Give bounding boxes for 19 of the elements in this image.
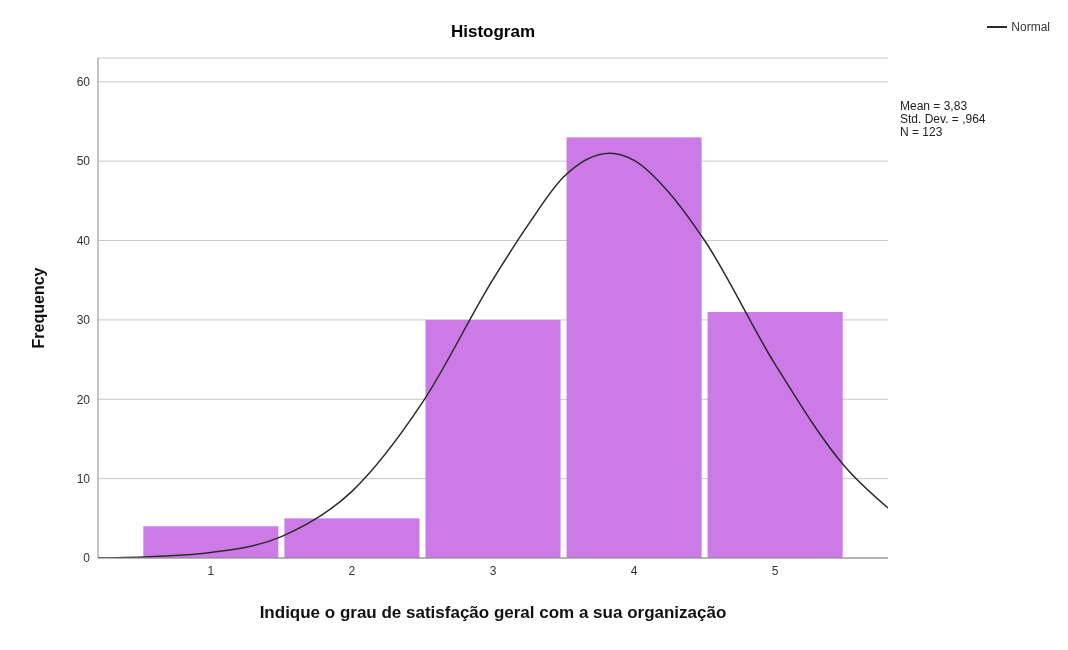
x-tick-label: 1 [207,563,215,578]
y-tick-label: 50 [76,154,91,169]
x-tick-label: 2 [348,563,356,578]
text: Std. Dev. = ,964 [900,112,986,126]
x-tick-label: 5 [771,563,779,578]
y-tick-label: 60 [76,75,91,90]
text: N = 123 [900,125,944,139]
y-tick-label: 30 [76,313,91,328]
legend-label: Normal [1011,20,1050,34]
chart-title: Histogram [449,22,537,42]
text: Mean = 3,83 [900,99,969,113]
y-axis-title: Frequency [29,267,47,349]
x-tick-label: 4 [630,563,638,578]
y-tick-label: 40 [76,233,91,248]
y-tick-label: 20 [76,392,91,407]
x-tick-label: 3 [489,563,497,578]
y-tick-label: 0 [83,551,91,566]
x-axis-title: Indique o grau de satisfação geral com a sua organização [259,603,727,622]
y-tick-label: 10 [76,471,91,486]
